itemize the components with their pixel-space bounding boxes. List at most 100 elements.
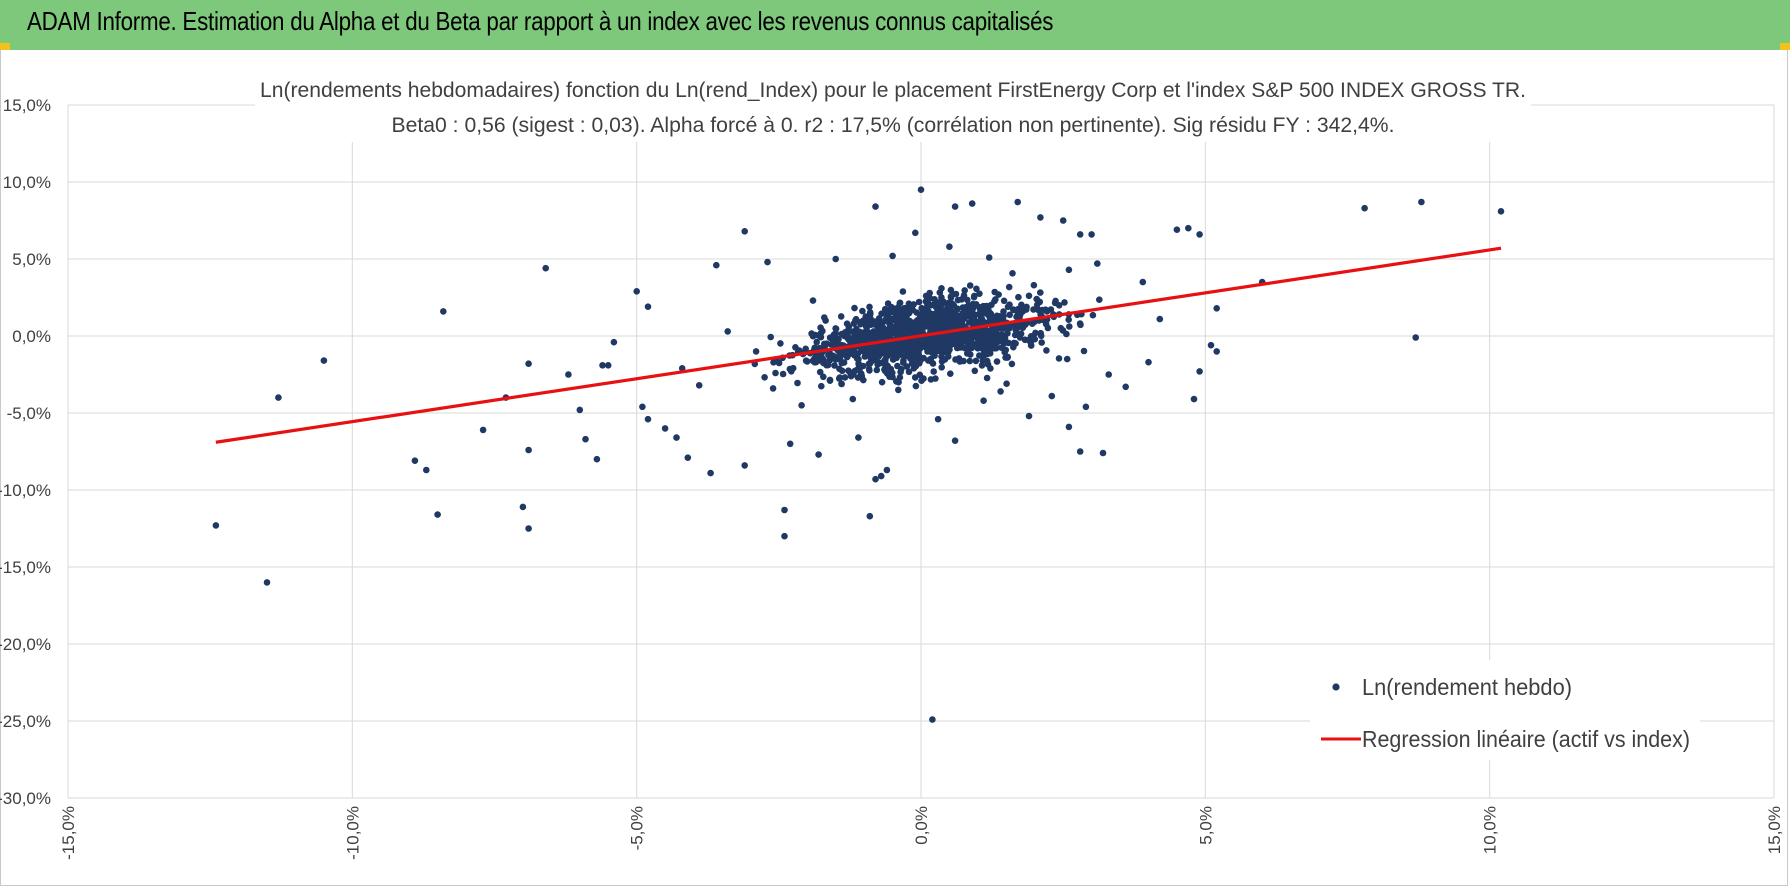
scatter-point — [741, 462, 748, 469]
scatter-point — [525, 446, 532, 454]
scatter-point — [1006, 301, 1013, 309]
scatter-points — [212, 186, 1505, 723]
y-tick-label: -10,0% — [0, 481, 51, 500]
regression-line-group — [215, 246, 1502, 444]
scatter-point — [767, 333, 774, 341]
scatter-point — [832, 356, 839, 363]
scatter-point — [633, 288, 640, 295]
scatter-point — [936, 306, 944, 314]
scatter-point — [914, 324, 922, 331]
scatter-point — [695, 382, 703, 389]
scatter-point — [918, 377, 925, 385]
scatter-point — [1025, 292, 1033, 300]
scatter-point — [995, 291, 1002, 298]
scatter-point — [951, 437, 959, 445]
scatter-point — [1196, 368, 1203, 375]
scatter-point — [985, 254, 993, 261]
scatter-point — [934, 344, 941, 352]
scatter-point — [1061, 299, 1068, 306]
scatter-point — [1008, 360, 1016, 368]
scatter-point — [987, 327, 994, 334]
scatter-point — [872, 203, 879, 210]
scatter-point — [1139, 278, 1147, 286]
scatter-point — [976, 303, 983, 311]
scatter-point — [576, 406, 584, 414]
scatter-point — [980, 397, 987, 405]
scatter-point — [843, 320, 851, 328]
scatter-point — [928, 336, 935, 343]
scatter-point — [981, 330, 988, 338]
scatter-point — [275, 394, 282, 401]
scatter-point — [866, 512, 874, 520]
scatter-point — [794, 379, 801, 387]
scatter-point — [423, 466, 430, 474]
scatter-point — [866, 331, 873, 338]
scatter-point — [1043, 347, 1050, 354]
scatter-point — [851, 367, 859, 375]
scatter-point — [892, 311, 900, 318]
scatter-point — [873, 366, 881, 374]
scatter-point — [845, 367, 852, 375]
scatter-point — [1065, 423, 1073, 431]
scatter-point — [938, 285, 945, 292]
scatter-point — [889, 252, 896, 260]
scatter-point — [212, 522, 220, 529]
axes: 15,0% 10,0% 5,0% 0,0% -5,0% -10,0% -15,0% -20,0… — [0, 96, 1784, 860]
scatter-point — [938, 297, 946, 304]
scatter-point — [901, 318, 908, 325]
scatter-point — [903, 363, 911, 370]
scatter-point — [900, 343, 907, 351]
y-tick-label: -20,0% — [0, 635, 51, 654]
scatter-point — [802, 357, 810, 365]
scatter-point — [946, 243, 953, 250]
scatter-point — [906, 319, 913, 327]
scatter-point — [873, 356, 880, 363]
scatter-point — [832, 325, 840, 333]
scatter-point — [411, 457, 419, 465]
y-tick-label: -25,0% — [0, 712, 51, 731]
scatter-point — [844, 332, 851, 339]
scatter-point — [772, 369, 779, 377]
scatter-point — [1057, 324, 1065, 332]
scatter-point — [1099, 449, 1107, 457]
scatter-point — [1105, 371, 1112, 378]
scatter-point — [927, 342, 935, 349]
scatter-point — [1213, 348, 1220, 355]
scatter-point — [887, 323, 894, 331]
scatter-point — [1033, 295, 1040, 303]
scatter-point — [976, 352, 983, 359]
chart-subtitle: Beta0 : 0,56 (sigest : 0,03). Alpha forc… — [392, 114, 1395, 137]
scatter-point — [741, 228, 748, 235]
legend: Ln(rendement hebdo) Regression linéaire … — [1310, 660, 1700, 760]
scatter-point — [916, 371, 924, 379]
scatter-point — [1006, 311, 1013, 319]
scatter-point — [998, 344, 1005, 352]
scatter-point — [1018, 305, 1026, 313]
scatter-point — [896, 299, 904, 307]
scatter-point — [1076, 231, 1084, 238]
scatter-point — [908, 360, 916, 367]
scatter-point — [909, 328, 916, 335]
scatter-point — [877, 472, 885, 480]
scatter-point — [798, 402, 805, 409]
scatter-point — [890, 341, 897, 348]
scatter-point — [775, 359, 783, 367]
scatter-point — [947, 340, 954, 348]
scatter-point — [966, 311, 974, 319]
scatter-point — [900, 357, 907, 364]
scatter-point — [786, 440, 794, 448]
scatter-point — [915, 298, 923, 306]
scatter-point — [976, 290, 983, 298]
scatter-point — [639, 403, 646, 411]
scatter-point — [1063, 355, 1071, 363]
y-tick-label: -30,0% — [0, 789, 51, 808]
scatter-point — [1497, 208, 1505, 215]
scatter-point — [1010, 306, 1017, 314]
scatter-point — [1006, 324, 1013, 332]
scatter-point — [917, 186, 925, 193]
scatter-point — [893, 354, 900, 362]
scatter-point — [852, 351, 860, 358]
scatter-point — [1418, 198, 1425, 206]
corner-marker-left — [0, 43, 10, 50]
scatter-point — [912, 382, 920, 390]
